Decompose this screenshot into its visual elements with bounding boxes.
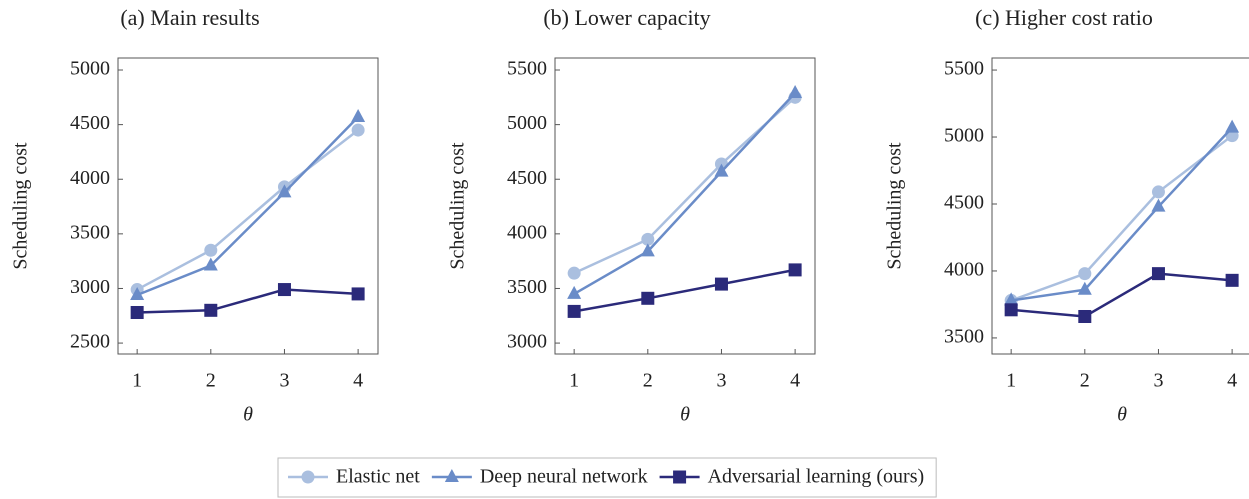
x-axis-label: θ bbox=[243, 404, 253, 426]
marker bbox=[788, 84, 803, 98]
y-axis-label: Scheduling cost bbox=[884, 142, 906, 270]
series-line bbox=[136, 116, 360, 297]
marker bbox=[1004, 303, 1018, 317]
axes-frame bbox=[554, 57, 816, 355]
x-tick-label: 3 bbox=[716, 370, 726, 392]
legend-box bbox=[277, 457, 937, 498]
x-axis-label: θ bbox=[680, 404, 690, 426]
marker bbox=[1225, 273, 1239, 287]
y-axis-label: Scheduling cost bbox=[447, 142, 469, 270]
marker bbox=[1004, 292, 1019, 306]
y-tick-label: 3500 bbox=[70, 221, 110, 243]
marker bbox=[714, 277, 728, 291]
y-tick-label: 3500 bbox=[507, 276, 547, 298]
marker bbox=[1225, 119, 1240, 133]
y-tick-label: 5500 bbox=[944, 58, 984, 80]
y-tick-label: 4000 bbox=[507, 221, 547, 243]
series-line bbox=[573, 92, 797, 296]
axes-frame bbox=[991, 57, 1249, 355]
marker bbox=[567, 285, 582, 299]
series-line bbox=[573, 268, 796, 313]
marker bbox=[444, 469, 459, 482]
marker bbox=[567, 266, 581, 280]
legend: Elastic net Deep neural network Adversaria… bbox=[277, 457, 937, 498]
x-tick-label: 2 bbox=[643, 370, 653, 392]
y-tick-label: 5000 bbox=[70, 58, 110, 80]
legend-label: Deep neural network bbox=[480, 466, 648, 488]
legend-label: Elastic net bbox=[336, 466, 420, 488]
y-tick-label: 5500 bbox=[507, 58, 547, 80]
y-tick-label: 2500 bbox=[70, 331, 110, 353]
series-line bbox=[573, 96, 796, 275]
marker bbox=[277, 283, 291, 297]
y-tick-label: 3500 bbox=[944, 326, 984, 348]
marker bbox=[130, 287, 145, 301]
y-axis-label: Scheduling cost bbox=[10, 142, 32, 270]
x-tick-label: 1 bbox=[569, 370, 579, 392]
x-axis-label: θ bbox=[1117, 404, 1127, 426]
marker bbox=[673, 470, 687, 484]
subplot-title: (a) Main results bbox=[120, 5, 259, 30]
x-tick-label: 1 bbox=[132, 370, 142, 392]
marker bbox=[1078, 267, 1092, 281]
series-line bbox=[1010, 134, 1233, 302]
x-tick-label: 4 bbox=[1227, 370, 1237, 392]
y-tick-label: 4000 bbox=[944, 259, 984, 281]
marker bbox=[1077, 281, 1092, 295]
series-line bbox=[1011, 272, 1233, 318]
marker bbox=[204, 303, 218, 317]
y-tick-label: 4500 bbox=[70, 112, 110, 134]
subplot-title: (b) Lower capacity bbox=[543, 5, 710, 30]
y-tick-label: 4500 bbox=[944, 192, 984, 214]
x-tick-label: 4 bbox=[353, 370, 363, 392]
series-line bbox=[1010, 126, 1234, 302]
marker bbox=[351, 123, 365, 137]
marker bbox=[1151, 198, 1166, 212]
marker bbox=[1151, 267, 1165, 281]
y-tick-label: 5000 bbox=[944, 125, 984, 147]
marker bbox=[204, 243, 218, 257]
marker bbox=[130, 305, 144, 319]
marker bbox=[301, 470, 315, 484]
marker bbox=[1151, 185, 1165, 199]
x-tick-label: 4 bbox=[790, 370, 800, 392]
series-line bbox=[136, 129, 359, 291]
marker bbox=[640, 243, 655, 257]
x-tick-label: 2 bbox=[1080, 370, 1090, 392]
marker bbox=[714, 163, 729, 177]
x-tick-label: 3 bbox=[279, 370, 289, 392]
marker bbox=[567, 304, 581, 318]
marker bbox=[351, 287, 365, 301]
series-line bbox=[137, 288, 359, 314]
subplot-title: (c) Higher cost ratio bbox=[975, 5, 1153, 30]
y-tick-label: 3000 bbox=[507, 331, 547, 353]
x-tick-label: 2 bbox=[206, 370, 216, 392]
legend-label: Adversarial learning (ours) bbox=[708, 466, 925, 488]
marker bbox=[277, 184, 292, 198]
marker bbox=[641, 291, 655, 305]
x-tick-label: 1 bbox=[1006, 370, 1016, 392]
y-tick-label: 3000 bbox=[70, 276, 110, 298]
x-tick-label: 3 bbox=[1153, 370, 1163, 392]
marker bbox=[1078, 309, 1092, 323]
marker bbox=[351, 108, 366, 122]
y-tick-label: 4000 bbox=[70, 167, 110, 189]
y-tick-label: 5000 bbox=[507, 112, 547, 134]
marker bbox=[788, 263, 802, 277]
axes-frame bbox=[117, 57, 379, 355]
marker bbox=[641, 232, 655, 246]
y-tick-label: 4500 bbox=[507, 167, 547, 189]
marker bbox=[203, 257, 218, 271]
